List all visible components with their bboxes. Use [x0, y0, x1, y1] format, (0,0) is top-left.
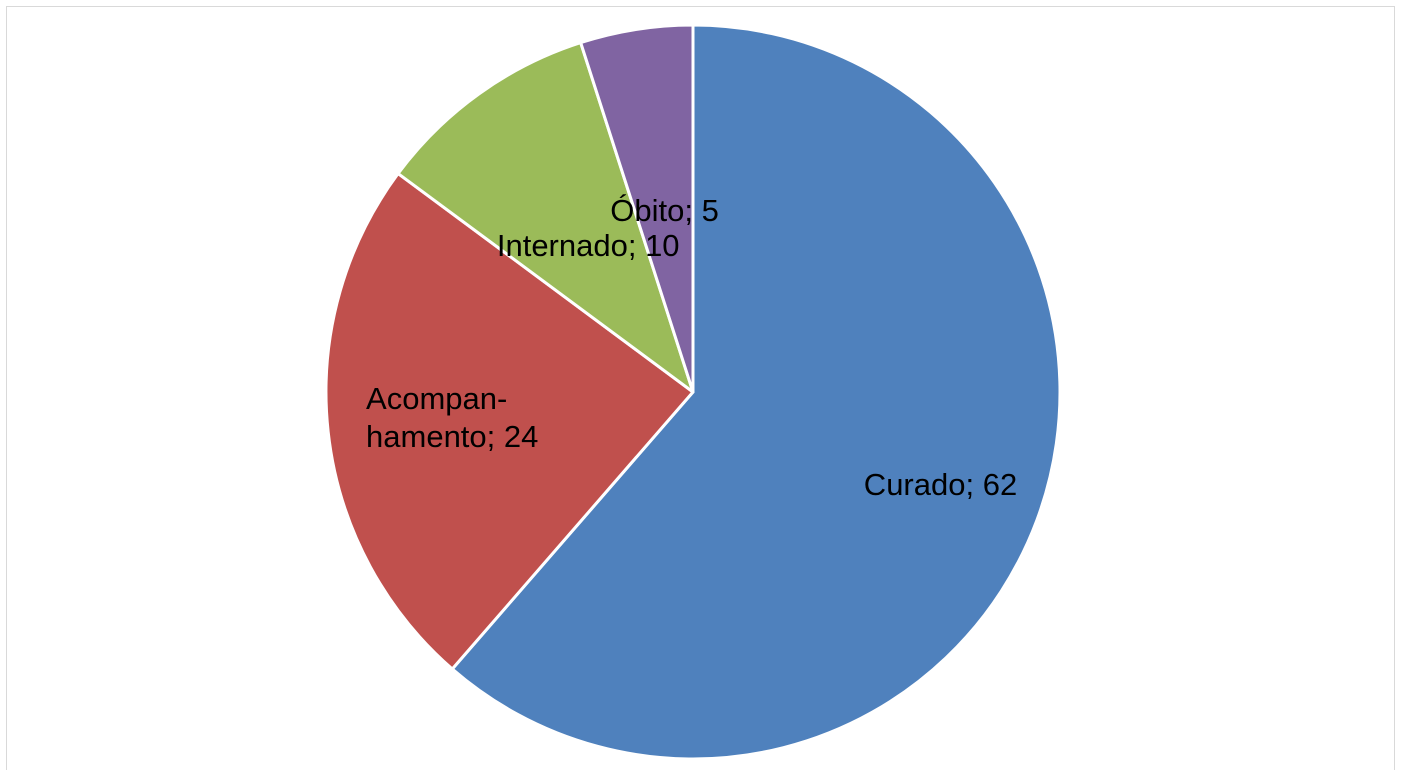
- data-label: Curado; 62: [863, 466, 1018, 502]
- pie-slice: [579, 23, 695, 394]
- data-label: Acompan- hamento; 24: [366, 381, 539, 455]
- data-label: Internado; 10: [496, 227, 680, 263]
- pie-slice: [324, 172, 695, 671]
- chart-frame: [6, 6, 1395, 770]
- pie-slice: [450, 23, 1062, 761]
- data-label: Óbito; 5: [610, 192, 719, 228]
- pie-slice: [396, 41, 695, 394]
